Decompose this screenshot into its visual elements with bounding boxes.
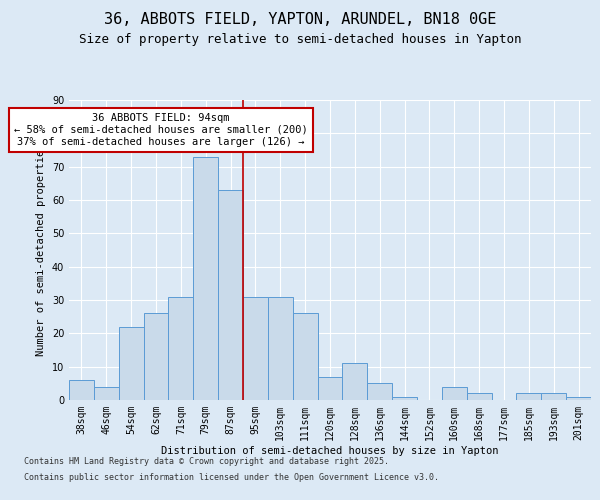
Bar: [367, 384, 392, 400]
Bar: [169, 296, 193, 400]
Bar: [317, 376, 343, 400]
Bar: [119, 326, 143, 400]
Bar: [541, 394, 566, 400]
Bar: [343, 364, 367, 400]
Bar: [442, 386, 467, 400]
Text: 36, ABBOTS FIELD, YAPTON, ARUNDEL, BN18 0GE: 36, ABBOTS FIELD, YAPTON, ARUNDEL, BN18 …: [104, 12, 496, 28]
X-axis label: Distribution of semi-detached houses by size in Yapton: Distribution of semi-detached houses by …: [161, 446, 499, 456]
Text: Size of property relative to semi-detached houses in Yapton: Size of property relative to semi-detach…: [79, 32, 521, 46]
Bar: [467, 394, 491, 400]
Text: 36 ABBOTS FIELD: 94sqm
← 58% of semi-detached houses are smaller (200)
37% of se: 36 ABBOTS FIELD: 94sqm ← 58% of semi-det…: [14, 114, 308, 146]
Bar: [193, 156, 218, 400]
Bar: [143, 314, 169, 400]
Bar: [517, 394, 541, 400]
Bar: [293, 314, 317, 400]
Bar: [218, 190, 243, 400]
Bar: [243, 296, 268, 400]
Bar: [392, 396, 417, 400]
Bar: [566, 396, 591, 400]
Y-axis label: Number of semi-detached properties: Number of semi-detached properties: [36, 144, 46, 356]
Bar: [94, 386, 119, 400]
Text: Contains HM Land Registry data © Crown copyright and database right 2025.: Contains HM Land Registry data © Crown c…: [24, 458, 389, 466]
Bar: [69, 380, 94, 400]
Text: Contains public sector information licensed under the Open Government Licence v3: Contains public sector information licen…: [24, 472, 439, 482]
Bar: [268, 296, 293, 400]
